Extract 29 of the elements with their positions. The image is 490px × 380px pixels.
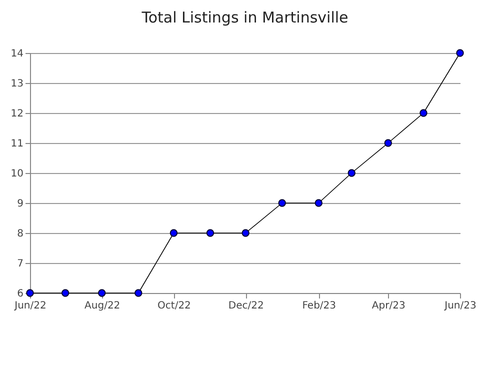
point xyxy=(206,229,214,237)
x-tick-label: Oct/22 xyxy=(158,300,191,312)
y-tick-label: 13 xyxy=(10,78,24,90)
point xyxy=(456,49,464,57)
y-tick-label: 8 xyxy=(17,228,24,240)
y-tick-label: 11 xyxy=(10,138,24,150)
point xyxy=(420,109,428,117)
point xyxy=(170,229,178,237)
point xyxy=(384,139,392,147)
x-tick-label: Jun/22 xyxy=(14,300,46,312)
y-tick-label: 10 xyxy=(10,168,24,180)
chart-title: Total Listings in Martinsville xyxy=(140,8,348,27)
x-tick-label: Apr/23 xyxy=(372,300,406,312)
y-tick-label: 9 xyxy=(17,198,24,210)
x-tick-label: Aug/22 xyxy=(84,300,120,312)
point xyxy=(278,199,286,207)
point xyxy=(348,169,356,177)
x-tick-label: Dec/22 xyxy=(228,300,264,312)
y-tick-label: 6 xyxy=(17,288,24,300)
point xyxy=(61,289,70,297)
x-tick-label: Feb/23 xyxy=(302,300,336,312)
point xyxy=(242,229,250,237)
x-tick-label: Jun/23 xyxy=(444,300,476,312)
point xyxy=(98,289,106,297)
y-tick-label: 12 xyxy=(10,108,24,120)
y-tick-label: 7 xyxy=(17,258,24,270)
point xyxy=(134,289,142,297)
point xyxy=(314,199,322,207)
y-tick-label: 14 xyxy=(10,48,24,60)
